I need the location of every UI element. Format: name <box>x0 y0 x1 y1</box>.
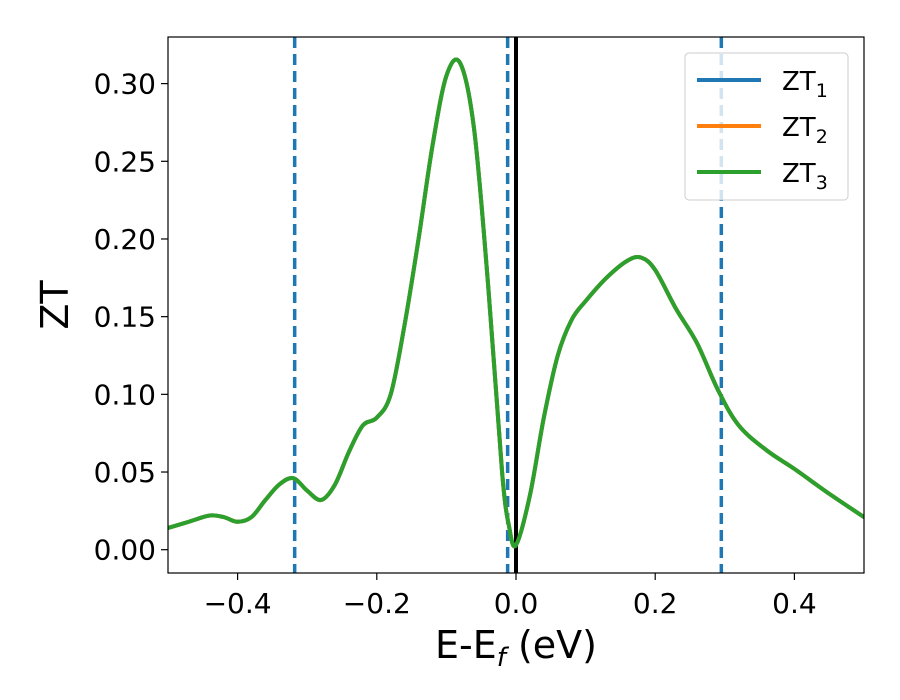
y-tick-label: 0.00 <box>94 534 156 567</box>
y-axis-ticks: 0.00 0.05 0.10 0.15 0.20 0.25 0.30 <box>94 68 168 567</box>
x-tick-label: 0.0 <box>494 587 539 620</box>
x-axis-label-main: E-E <box>435 623 497 667</box>
y-tick-label: 0.25 <box>94 145 156 178</box>
x-tick-label: −0.4 <box>204 587 272 620</box>
series-line-zt3 <box>168 57 864 549</box>
x-tick-label: −0.2 <box>343 587 411 620</box>
y-tick-label: 0.15 <box>94 301 156 334</box>
x-tick-label: 0.4 <box>772 587 817 620</box>
series-lines <box>168 57 864 549</box>
legend-label: ZT1 <box>782 67 828 102</box>
y-tick-label: 0.05 <box>94 456 156 489</box>
legend: ZT1 ZT2 ZT3 <box>684 52 849 201</box>
y-tick-label: 0.30 <box>94 68 156 101</box>
x-axis-label-unit: (eV) <box>506 623 597 667</box>
y-tick-label: 0.20 <box>94 223 156 256</box>
legend-label: ZT2 <box>782 113 828 148</box>
x-axis-ticks: −0.4 −0.2 0.0 0.2 0.4 <box>204 573 817 620</box>
y-axis-label: ZT <box>33 280 77 330</box>
x-axis-label: E-Ef (eV) <box>435 623 597 673</box>
x-tick-label: 0.2 <box>633 587 678 620</box>
reference-lines <box>292 37 724 573</box>
legend-label: ZT3 <box>782 159 828 194</box>
legend-box <box>684 52 849 201</box>
y-tick-label: 0.10 <box>94 378 156 411</box>
